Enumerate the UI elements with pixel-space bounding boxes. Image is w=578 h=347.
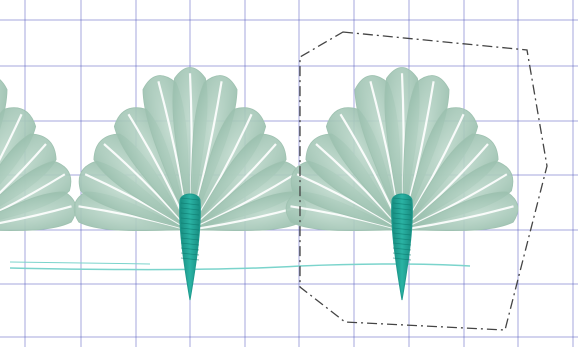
leaf-vein xyxy=(315,143,400,228)
stem-stitch xyxy=(180,212,200,216)
selection-outline[interactable] xyxy=(299,31,548,331)
stem-stitch xyxy=(392,242,412,246)
design-baseline xyxy=(9,261,471,271)
stem-stitch xyxy=(392,252,412,256)
stem xyxy=(179,193,201,301)
leaf-vein xyxy=(0,173,66,230)
leaf-body xyxy=(401,191,519,231)
fan-motif xyxy=(73,67,307,301)
stem-stitch xyxy=(392,202,412,206)
fan-leaf xyxy=(401,191,519,231)
stem-stitch xyxy=(180,217,200,221)
leaf-vein xyxy=(192,143,277,228)
leaf-vein xyxy=(0,143,47,228)
leaf-vein xyxy=(103,143,188,228)
stem-stitch xyxy=(392,237,412,241)
stem-stitch xyxy=(180,197,200,201)
motif-layer xyxy=(0,67,519,301)
stem-stitch xyxy=(392,207,412,211)
stem-stitch xyxy=(180,252,200,256)
stem-stitch xyxy=(180,247,200,251)
baseline-stroke xyxy=(9,263,471,271)
stem-stitch xyxy=(392,212,412,216)
stem-stitch xyxy=(180,257,200,261)
leaf-vein xyxy=(0,113,23,228)
stem-stitch xyxy=(392,197,412,201)
fan-motif-partial xyxy=(0,75,77,231)
stem-stitch xyxy=(392,247,412,251)
leaf-vein xyxy=(404,143,489,228)
stem-stitch xyxy=(392,227,412,231)
stem-stitch xyxy=(392,257,412,261)
fan-motif xyxy=(285,67,519,301)
stem-stitch xyxy=(180,242,200,246)
stem-stitch xyxy=(180,207,200,211)
selection-polygon xyxy=(299,31,548,331)
leaf-vein xyxy=(0,205,72,231)
baseline-stroke xyxy=(9,261,151,265)
stem-stitch xyxy=(392,222,412,226)
stem-stitch xyxy=(180,232,200,236)
stem-stitch xyxy=(180,227,200,231)
stem-stitch xyxy=(392,217,412,221)
stem-stitch xyxy=(180,222,200,226)
stem-stitch xyxy=(180,202,200,206)
stem xyxy=(391,193,413,301)
stem-stitch xyxy=(392,232,412,236)
leaf-vein xyxy=(405,205,514,231)
stem-stitch xyxy=(180,237,200,241)
